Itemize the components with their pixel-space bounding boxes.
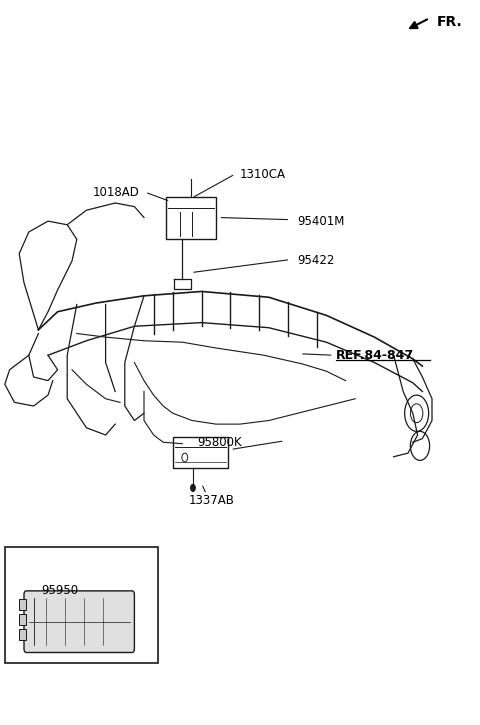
Text: REF.84-847: REF.84-847 (336, 349, 414, 362)
Bar (166, 197, 216, 239)
Bar (173, 437, 228, 468)
Bar (19, 614, 26, 625)
Text: 95422: 95422 (298, 254, 335, 268)
Text: 1310CA: 1310CA (240, 167, 286, 181)
Text: 95800K: 95800K (197, 436, 241, 449)
Bar (5, 547, 158, 663)
Bar (19, 599, 26, 610)
Text: 1018AD: 1018AD (92, 186, 139, 199)
FancyBboxPatch shape (24, 591, 134, 652)
Circle shape (191, 484, 195, 492)
Text: FR.: FR. (437, 14, 463, 29)
Text: 95950: 95950 (41, 584, 78, 597)
Bar (19, 629, 26, 640)
Text: 1337AB: 1337AB (188, 494, 234, 507)
Text: 95401M: 95401M (298, 215, 345, 228)
